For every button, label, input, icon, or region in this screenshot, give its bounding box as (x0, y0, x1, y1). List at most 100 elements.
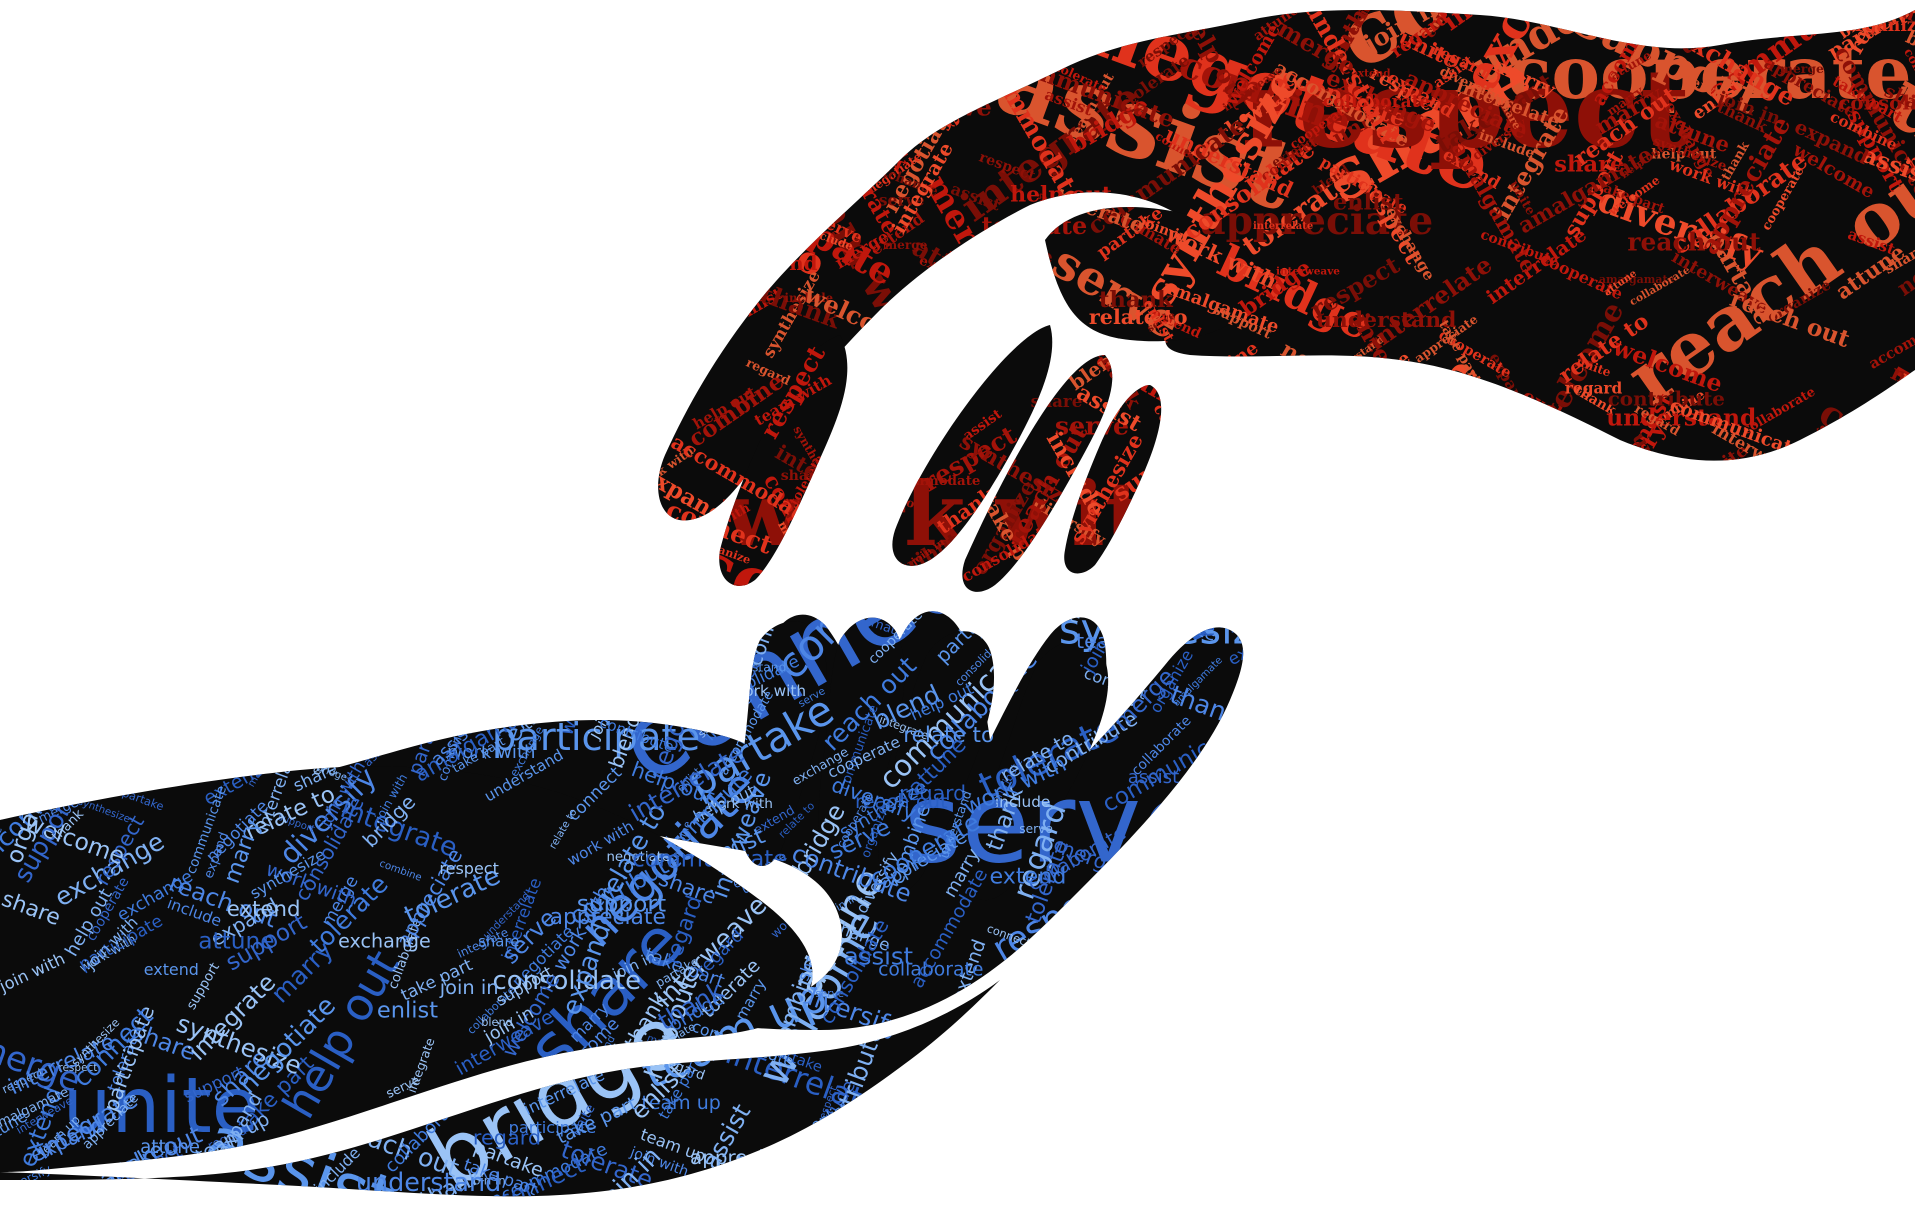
blue-hand-word: regard (1112, 885, 1155, 918)
blue-hand-word: organize (1248, 684, 1295, 697)
blue-hand-word: share (478, 932, 519, 950)
blue-hand-word: accommodate (1261, 820, 1379, 938)
blue-hand-word: regard (473, 1125, 541, 1149)
red-hand-word: attune (1225, 0, 1290, 7)
red-hand-word: consolidate (860, 310, 944, 375)
blue-hand-word: share (152, 567, 221, 636)
blue-hand-word: relate to (903, 723, 994, 748)
red-hand-word: exchange (945, 244, 1053, 268)
blue-hand-word: diversify (665, 636, 706, 706)
red-hand-word: blend (755, 30, 806, 95)
red-hand-word: unite (1815, 591, 1849, 618)
red-hand-word: relate to (940, 310, 1011, 328)
blue-hand-word: work with (75, 594, 155, 706)
red-hand-word: work with (1574, 481, 1637, 531)
red-hand-word: relate to (730, 47, 811, 105)
blue-hand-word: help out (1117, 858, 1174, 915)
red-hand-word: bridge (1251, 474, 1301, 508)
blue-hand-word: understand (1137, 882, 1293, 913)
blue-hand-word: participate (370, 628, 439, 677)
blue-hand-word: work with (1170, 1155, 1268, 1179)
blue-hand-word: communicate (632, 846, 787, 872)
blue-hand-word: relate to (92, 571, 149, 648)
red-hand-word: collaborate (1323, 92, 1431, 112)
blue-hand-word: collaborate (878, 959, 983, 980)
red-hand-word: help out (777, 27, 845, 76)
blue-hand-word: join with (188, 704, 240, 775)
blue-hand-word: attune (1240, 1034, 1314, 1060)
red-hand-word: partake (971, 232, 1004, 277)
red-hand-word: integrate (1286, 452, 1414, 532)
blue-hand-word: welcome (1130, 949, 1181, 1000)
blue-hand-word: interrelate (1020, 1170, 1087, 1207)
blue-hand-word: join in (568, 597, 654, 653)
red-hand-word: unite (1208, 0, 1263, 15)
red-hand-word: interweave (1302, 349, 1489, 619)
blue-hand-word: diversify (1072, 889, 1136, 977)
blue-hand-word: bridge (989, 975, 1067, 1030)
red-hand-word: combine (725, 0, 838, 53)
red-hand-word: regard (1565, 380, 1623, 398)
red-hand-word: contribute (724, 114, 862, 223)
red-hand-word: integrate (754, 100, 867, 191)
red-hand-word: amalgamate (1599, 273, 1675, 286)
red-hand-word: include (1266, 400, 1315, 414)
red-hand-word: understand (1682, 502, 1776, 639)
blue-hand-word: amalgamate (1138, 919, 1263, 1044)
red-hand-word: support (856, 0, 939, 40)
red-hand-word: synthesize (667, 599, 729, 611)
red-hand-word: partake (860, 403, 925, 492)
blue-hand-word: work with (706, 796, 773, 812)
blue-hand-word: assist (1236, 794, 1290, 862)
red-hand-word: include (660, 142, 747, 259)
blue-hand-word: accommodate (400, 662, 581, 691)
red-hand-word: relate to (858, 478, 917, 511)
red-hand-word: support (1737, 465, 1784, 529)
blue-hand-word: tolerate (955, 1109, 1014, 1208)
blue-hand-word: reach out (1049, 1126, 1110, 1210)
red-hand-word: collaborate (636, 6, 740, 77)
blue-hand-word: amalgamate (312, 554, 383, 693)
blue-hand-word: assist (1128, 767, 1180, 788)
blue-hand-word: interweave (1172, 874, 1297, 900)
red-hand-word: diversify (1915, 305, 1921, 410)
blue-hand-word: expand (1198, 1111, 1222, 1151)
blue-hand-word: communicate (988, 1100, 1065, 1213)
red-hand-word: amalgamate (1208, 435, 1351, 520)
blue-hand-word: attune (198, 927, 274, 954)
blue-hand-word: join in (624, 598, 678, 680)
red-hand-word: include (911, 55, 967, 131)
blue-hand-word: assist (131, 620, 162, 659)
blue-hand-word: serve (1019, 822, 1053, 836)
red-hand-word: regard (681, 238, 752, 291)
red-hand-word: include (785, 291, 834, 305)
blue-hand-word: regard (899, 781, 966, 805)
blue-hand-word: participate (85, 628, 117, 688)
red-hand-word: connect (1504, 602, 1556, 636)
red-hand-word: blend (1077, 567, 1157, 619)
blue-hand-word: work with (732, 682, 806, 700)
blue-hand-word: respect (175, 644, 227, 713)
blue-hand-word: extend (227, 897, 301, 922)
blue-hand-word: unite (639, 553, 709, 610)
blue-hand-word: respect (58, 1062, 97, 1074)
red-hand-word: partake (1522, 608, 1569, 639)
red-hand-word: help out (1010, 182, 1112, 208)
red-hand-word: accommodate (1323, 503, 1453, 697)
blue-hand-word: organize (457, 424, 600, 618)
blue-hand-word: attune (1016, 585, 1084, 629)
red-hand-silhouette (658, 10, 1915, 592)
red-hand-word: negotiate (705, 23, 784, 73)
red-hand-word: bridge (815, 93, 863, 126)
red-hand-word: assist (986, 0, 1066, 49)
blue-hand-word: appreciate (660, 583, 704, 664)
red-hand-word: help out (1558, 589, 1674, 618)
red-hand-word: marry (720, 570, 840, 612)
blue-hand-word: consolidate (934, 1147, 1077, 1176)
blue-hand-word: cooperate (1103, 616, 1215, 642)
blue-hand-word: integrate (1185, 944, 1260, 963)
red-hand-word: support (1812, 421, 1864, 492)
red-hand-word: enlist (658, 198, 719, 245)
red-hand-word: understand (1606, 404, 1756, 432)
